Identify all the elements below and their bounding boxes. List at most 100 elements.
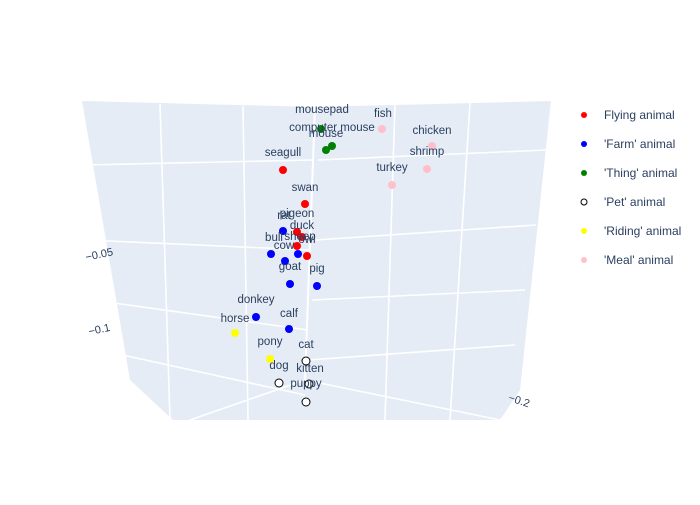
data-point[interactable]	[304, 379, 314, 389]
gridline	[83, 159, 313, 166]
gridline	[449, 102, 471, 421]
data-point[interactable]	[267, 250, 275, 258]
data-points[interactable]	[231, 125, 436, 407]
point-label: sheep	[284, 231, 315, 243]
legend-label: 'Farm' animal	[604, 137, 675, 151]
point-label: owl	[298, 234, 315, 246]
legend-item[interactable]: 'Pet' animal	[580, 195, 665, 209]
gridline	[307, 344, 516, 361]
legend-label: 'Riding' animal	[604, 224, 681, 238]
legend-item[interactable]: 'Meal' animal	[581, 253, 673, 267]
data-point[interactable]	[293, 242, 301, 250]
legend-label: 'Meal' animal	[604, 253, 673, 267]
point-label: rat	[277, 210, 291, 222]
point-label: kitten	[296, 363, 324, 375]
back-wall-right	[300, 101, 551, 420]
axis-tick-label: −0.2	[507, 392, 531, 410]
data-point[interactable]	[301, 397, 311, 407]
point-label: mousepad	[295, 104, 349, 116]
legend-label: 'Pet' animal	[604, 195, 665, 209]
point-label: chicken	[413, 125, 452, 137]
data-point[interactable]	[286, 280, 294, 288]
point-label: fish	[374, 108, 392, 120]
gridline	[85, 239, 311, 251]
point-label: pig	[309, 263, 324, 275]
point-label: dog	[269, 360, 288, 372]
point-label: computer mouse	[289, 122, 375, 134]
data-point[interactable]	[322, 146, 330, 154]
gridline	[317, 149, 547, 161]
data-point[interactable]	[301, 200, 309, 208]
point-label: turkey	[376, 162, 408, 174]
legend-item[interactable]: 'Thing' animal	[581, 166, 677, 180]
legend-label: 'Thing' animal	[604, 166, 677, 180]
legend-item[interactable]: Flying animal	[581, 108, 675, 122]
point-label: cat	[298, 339, 314, 351]
legend-item[interactable]: 'Farm' animal	[581, 137, 675, 151]
point-label: pony	[258, 336, 283, 348]
point-label: seagull	[265, 147, 301, 159]
gridline	[315, 224, 537, 241]
legend-marker	[581, 228, 587, 234]
axis-tick-label: −0.05	[85, 246, 115, 264]
axis-tick-label: −0.1	[88, 322, 112, 338]
point-label: duck	[290, 220, 315, 232]
axis-edge	[304, 106, 316, 381]
point-label: goat	[279, 261, 302, 273]
point-label: swan	[292, 182, 319, 194]
legend[interactable]: Flying animal 'Farm' animal 'Thing' animal…	[580, 108, 681, 267]
data-point[interactable]	[328, 142, 336, 150]
legend-marker	[581, 141, 587, 147]
data-point[interactable]	[279, 166, 287, 174]
point-label: pigeon	[280, 208, 315, 220]
legend-marker	[581, 112, 587, 118]
data-point[interactable]	[279, 227, 287, 235]
data-point[interactable]	[428, 142, 436, 150]
gridline	[304, 379, 501, 421]
data-point[interactable]	[388, 181, 396, 189]
data-point[interactable]	[266, 355, 274, 363]
point-label: cow	[274, 240, 295, 252]
data-point[interactable]	[294, 250, 302, 258]
point-label: donkey	[237, 294, 274, 306]
floor-right	[500, 101, 551, 420]
gridline	[311, 289, 526, 301]
gridline	[189, 379, 306, 421]
data-point[interactable]	[252, 313, 260, 321]
point-label: puppy	[290, 378, 322, 390]
data-point[interactable]	[303, 252, 311, 260]
legend-marker	[581, 170, 587, 176]
point-label: shrimp	[410, 146, 445, 158]
data-point[interactable]	[298, 233, 306, 241]
data-point[interactable]	[285, 325, 293, 333]
data-point[interactable]	[301, 356, 311, 366]
legend-marker	[580, 198, 588, 206]
point-label: horse	[221, 313, 250, 325]
scene-background	[82, 101, 551, 420]
data-point[interactable]	[231, 329, 239, 337]
point-label: mouse	[309, 128, 344, 140]
point-label: bull	[265, 232, 283, 244]
gridline	[384, 104, 396, 421]
data-point[interactable]	[274, 378, 284, 388]
legend-item[interactable]: 'Riding' animal	[581, 224, 681, 238]
data-point[interactable]	[317, 125, 325, 133]
data-point[interactable]	[293, 228, 301, 236]
gridline	[159, 103, 171, 421]
data-point[interactable]	[281, 257, 289, 265]
legend-label: Flying animal	[604, 108, 675, 122]
legend-marker	[581, 257, 587, 263]
gridline	[242, 105, 249, 421]
floor-left	[82, 101, 173, 420]
data-point[interactable]	[423, 165, 431, 173]
point-label: calf	[280, 308, 299, 320]
back-wall-left	[82, 101, 315, 420]
data-point[interactable]	[313, 282, 321, 290]
data-point[interactable]	[378, 125, 386, 133]
gridlines	[83, 102, 547, 421]
gridline	[99, 349, 306, 396]
gridline	[91, 299, 309, 331]
